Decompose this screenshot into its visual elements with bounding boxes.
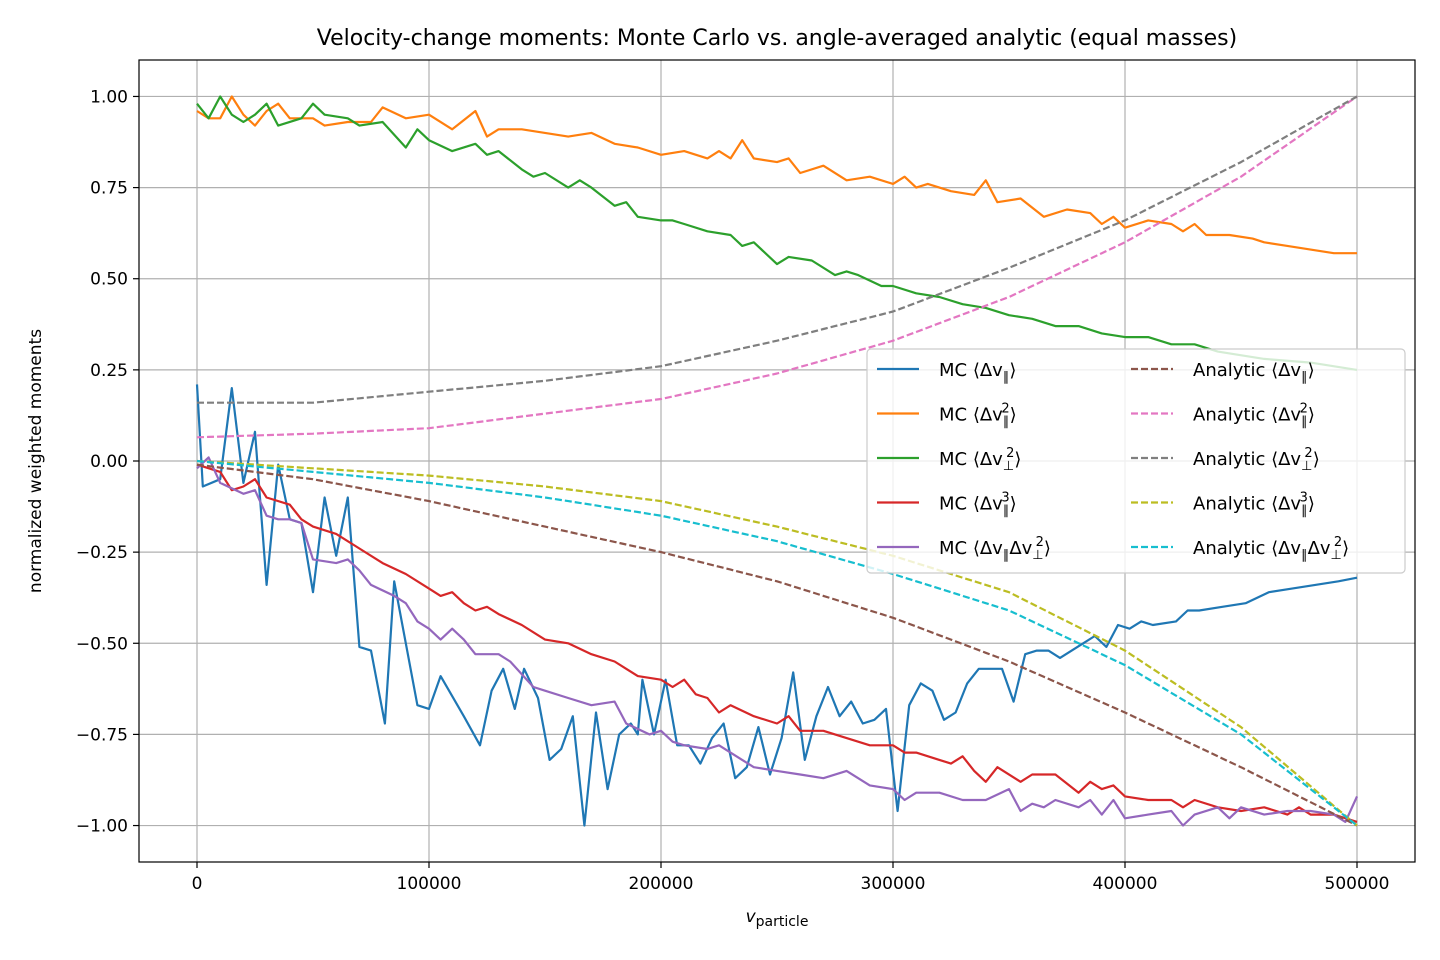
- y-tick-label: 0.00: [90, 452, 128, 472]
- legend-label: MC ⟨Δv∥⟩: [939, 360, 1016, 385]
- axis-ticks: 0 100000 200000 300000 400000 500000 −1.00 −0.7…: [76, 87, 1390, 894]
- legend-label: MC ⟨Δv∥2⟩: [939, 402, 1017, 430]
- legend-item-an_dv_par2: Analytic ⟨Δv∥2⟩: [1131, 402, 1315, 430]
- y-tick-label: 0.50: [90, 270, 128, 290]
- y-tick-label: 1.00: [90, 87, 128, 107]
- legend-box: [866, 348, 1406, 574]
- legend-item-an_dv_par3: Analytic ⟨Δv∥3⟩: [1131, 491, 1315, 519]
- legend-label: Analytic ⟨Δv∥⟩: [1193, 360, 1315, 385]
- y-tick-label: 0.75: [90, 179, 128, 199]
- plot-area-series: [195, 95, 1359, 827]
- x-tick-label: 500000: [1325, 874, 1390, 894]
- series-line-an_dv_par3: [196, 459, 1358, 827]
- y-tick-label: −0.25: [76, 543, 128, 563]
- legend-item-mc_dv_perp2: MC ⟨Δv⊥2⟩: [877, 446, 1021, 474]
- legend-label: MC ⟨Δv∥3⟩: [939, 491, 1017, 519]
- legend-label: Analytic ⟨Δv∥2⟩: [1193, 402, 1315, 430]
- x-tick-label: 400000: [1093, 874, 1158, 894]
- y-tick-label: −1.00: [76, 817, 128, 837]
- legend-item-an_dv_par: Analytic ⟨Δv∥⟩: [1131, 360, 1315, 385]
- x-tick-label: 300000: [861, 874, 926, 894]
- series-line-an_dv_perp2: [197, 95, 1358, 404]
- x-tick-label: 200000: [629, 874, 694, 894]
- x-tick-label: 100000: [397, 874, 462, 894]
- series-line-mc_dv_par3: [196, 463, 1358, 823]
- y-tick-label: 0.25: [90, 361, 128, 381]
- legend-item-mc_dv_par2: MC ⟨Δv∥2⟩: [877, 402, 1017, 430]
- legend-label: Analytic ⟨Δv∥3⟩: [1193, 491, 1315, 519]
- legend-label: MC ⟨Δv∥Δv⊥2⟩: [939, 535, 1051, 563]
- legend-item-an_dv_perp2: Analytic ⟨Δv⊥2⟩: [1131, 446, 1320, 474]
- series-line-mc_dv_par_perp2: [196, 456, 1359, 827]
- legend-item-mc_dv_par_perp2: MC ⟨Δv∥Δv⊥2⟩: [877, 535, 1051, 563]
- series-line-an_dv_par2: [196, 95, 1358, 439]
- legend-item-mc_dv_par3: MC ⟨Δv∥3⟩: [877, 491, 1017, 519]
- y-tick-label: −0.75: [76, 725, 128, 745]
- series-line-an_dv_par: [196, 463, 1358, 827]
- legend-item-an_dv_par_perp2: Analytic ⟨Δv∥Δv⊥2⟩: [1131, 535, 1349, 563]
- series-line-mc_dv_par2: [196, 95, 1357, 255]
- series-line-mc_dv_perp2: [196, 95, 1358, 371]
- x-tick-label: 0: [192, 874, 203, 894]
- y-axis-label: normalized weighted moments: [26, 329, 46, 593]
- y-tick-label: −0.50: [76, 634, 128, 654]
- chart-title: Velocity-change moments: Monte Carlo vs.…: [317, 26, 1237, 51]
- x-axis-label: vparticle: [746, 907, 809, 930]
- series-line-an_dv_par_perp2: [196, 459, 1358, 827]
- legend-item-mc_dv_par: MC ⟨Δv∥⟩: [877, 360, 1016, 385]
- legend: MC ⟨Δv∥⟩ MC ⟨Δv∥2⟩ MC ⟨Δv⊥2⟩ MC ⟨Δv∥3⟩ MC ⟨Δ…: [866, 348, 1406, 574]
- legend-label: Analytic ⟨Δv∥Δv⊥2⟩: [1193, 535, 1349, 563]
- legend-label: Analytic ⟨Δv⊥2⟩: [1193, 446, 1320, 474]
- legend-label: MC ⟨Δv⊥2⟩: [939, 446, 1021, 474]
